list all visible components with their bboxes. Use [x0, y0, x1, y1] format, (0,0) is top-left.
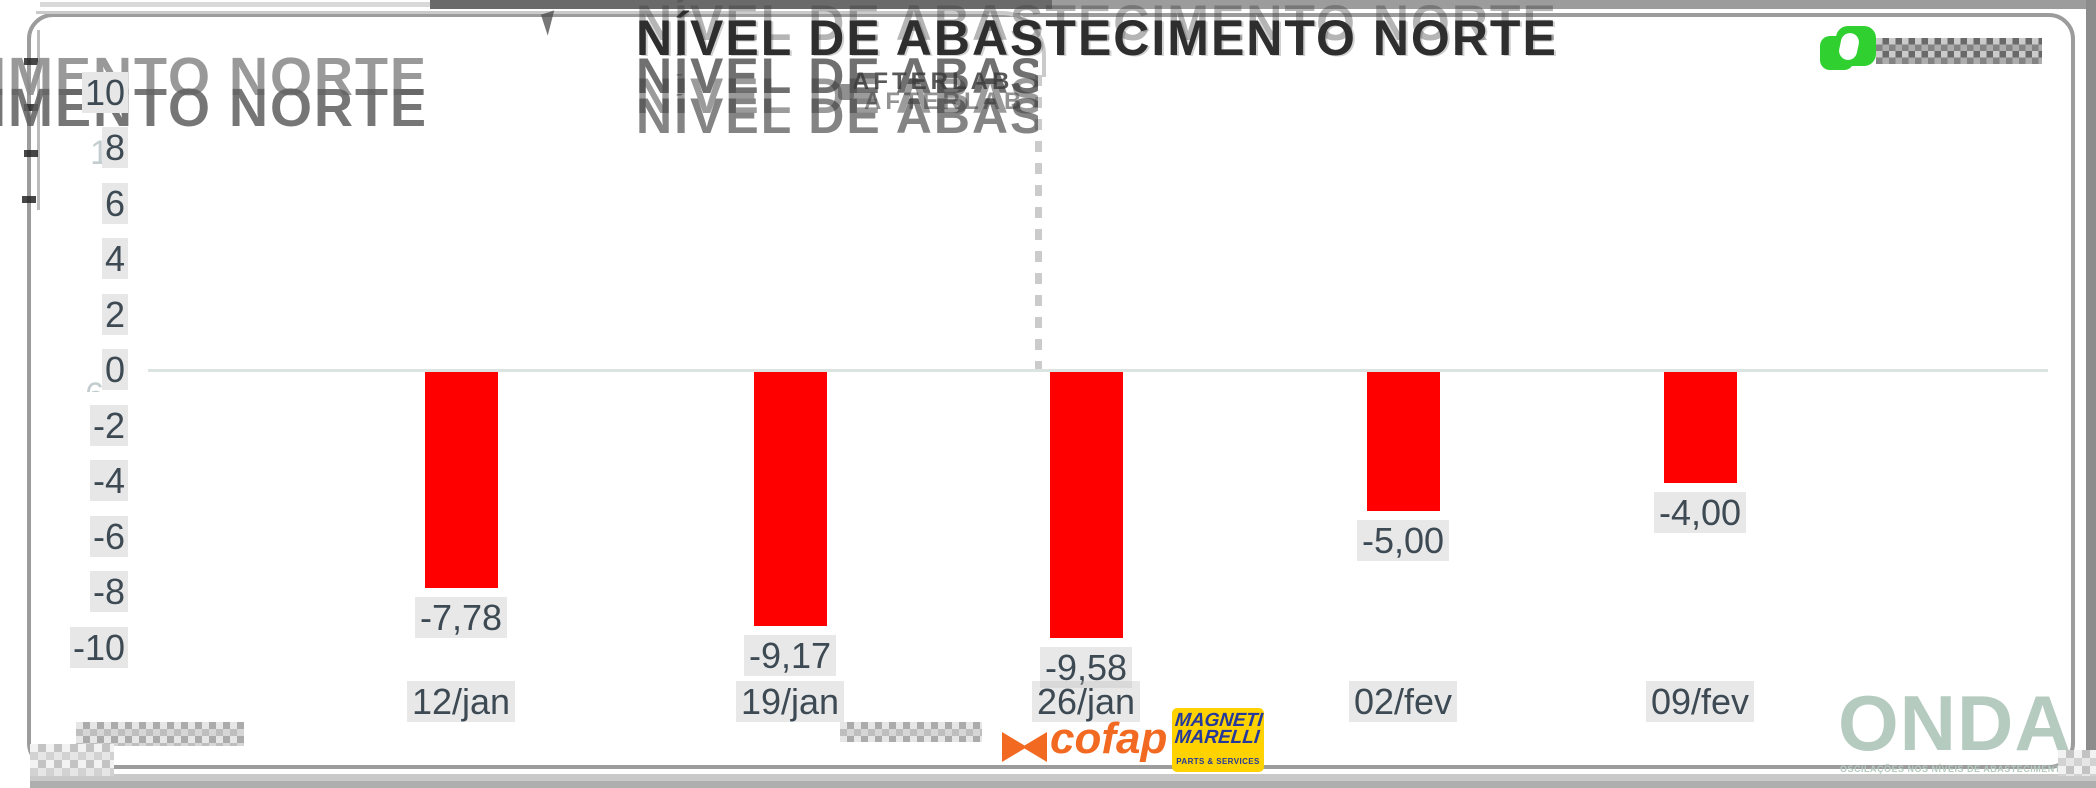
ghost-letter-fragment — [24, 150, 38, 157]
x-category-label: 09/fev — [1590, 680, 1810, 724]
bar — [753, 372, 827, 627]
y-tick-label: -10 — [36, 626, 128, 670]
ghost-letter-fragment — [22, 196, 36, 203]
chart-title-ghost-text: NÍVEL DE ABASTECIMENTO NORTE — [636, 94, 1038, 138]
y-tick-label: -6 — [36, 515, 128, 559]
window-bottom-edge — [30, 774, 2096, 781]
chart-title-ghost-text: NÍVEL DE ABASTECIMENTO NORTE — [0, 78, 428, 138]
window-top-edge-light — [1052, 0, 2096, 9]
pixel-artifact-bottom-left — [30, 744, 114, 776]
blurred-footnote-left — [76, 722, 244, 746]
bar — [1366, 372, 1440, 511]
y-tick-label: 6 — [36, 182, 128, 226]
y-tick-label: 2 — [36, 293, 128, 337]
bar — [424, 372, 498, 588]
y-tick-label: 8 — [36, 126, 128, 170]
zero-gridline — [148, 369, 2048, 372]
window-right-edge — [2086, 0, 2096, 788]
x-category-label: 19/jan — [680, 680, 900, 724]
chart-title-ghost: NÍVEL DE ABASTECIMENTO NORTE — [636, 74, 1038, 118]
ghost-window-corner-arc — [986, 11, 1046, 77]
bar-value-label: -5,00 — [1293, 519, 1513, 563]
y-tick-label: 10 — [36, 71, 128, 115]
bar — [1049, 372, 1123, 638]
y-tick-label: -4 — [36, 459, 128, 503]
window-top-edge-faint — [40, 2, 430, 7]
x-category-label: 02/fev — [1293, 680, 1513, 724]
afterlab-wordmark-blurred — [1876, 38, 2042, 64]
chart-title-ghost: NÍVEL DE ABASTECIMENTO NORTE — [636, 94, 1038, 138]
x-category-label: 26/jan — [976, 680, 1196, 724]
magneti-marelli-wordmark: MAGNETI MARELLI — [1172, 710, 1264, 748]
y-tick-label: 0 — [36, 348, 128, 392]
bar-value-label: -7,78 — [351, 596, 571, 640]
chart-title-ghost: NÍVEL DE ABASTECIMENTO NORTE — [636, 54, 1038, 98]
y-tick-label: -8 — [36, 570, 128, 614]
ghost-letter-fragment — [24, 104, 38, 111]
bar-value-label: -9,58 — [976, 646, 1196, 690]
onda-wordmark: ONDA — [1838, 679, 2072, 767]
chart-title: NÍVEL DE ABASTECIMENTO NORTE — [636, 10, 1558, 66]
afterlab-wordmark-ghost: AFTERLAB — [852, 68, 1014, 95]
x-category-label: 12/jan — [351, 680, 571, 724]
blurred-footnote-center — [840, 722, 982, 742]
y-tick-label: 4 — [36, 237, 128, 281]
resize-guide-dashed-line — [1035, 75, 1042, 373]
cofap-logo: cofap — [1002, 714, 1167, 764]
bar-value-label: -4,00 — [1590, 491, 1810, 535]
afterlab-icon-ghost — [838, 84, 854, 100]
ghost-window-left-line — [37, 30, 40, 210]
magneti-line2: MARELLI — [1173, 727, 1261, 748]
cofap-wordmark: cofap — [1050, 714, 1168, 763]
chart-title-ghost-text: NÍVEL DE ABASTECIMENTO NORTE — [0, 52, 428, 107]
cofap-chevron-icon — [1022, 732, 1047, 762]
ghost-letter-fragment — [24, 58, 38, 65]
y-tick-label: -2 — [36, 404, 128, 448]
chart-title-ghost-left: NÍVEL DE ABASTECIMENTO NORTE NÍVEL DE AB… — [0, 52, 430, 164]
afterlab-wordmark-ghost: AFTERLAB — [864, 88, 1026, 115]
bar-value-label: -9,17 — [680, 634, 900, 678]
magneti-marelli-subtitle: PARTS & SERVICES — [1176, 757, 1260, 766]
ghost-window-top-line — [36, 11, 986, 14]
afterlab-logo — [1820, 26, 1878, 72]
chart-title-ghost-text: NÍVEL DE ABASTECIMENTO NORTE — [636, 74, 1038, 118]
window-top-edge-dark — [430, 0, 1052, 9]
pixel-artifact-bottom-right — [2058, 750, 2096, 776]
bar — [1663, 372, 1737, 483]
magneti-marelli-logo: MAGNETI MARELLI PARTS & SERVICES — [1172, 708, 1264, 772]
onda-tagline: OSCILAÇÕES NOS NÍVEIS DE ABASTECIMENTO E… — [1840, 764, 2096, 774]
chart-title-ghost-text: NÍVEL DE ABASTECIMENTO NORTE — [636, 54, 1038, 98]
ytick-ghost: 6 — [40, 376, 104, 392]
window-bottom-edge-shadow — [30, 781, 2096, 788]
